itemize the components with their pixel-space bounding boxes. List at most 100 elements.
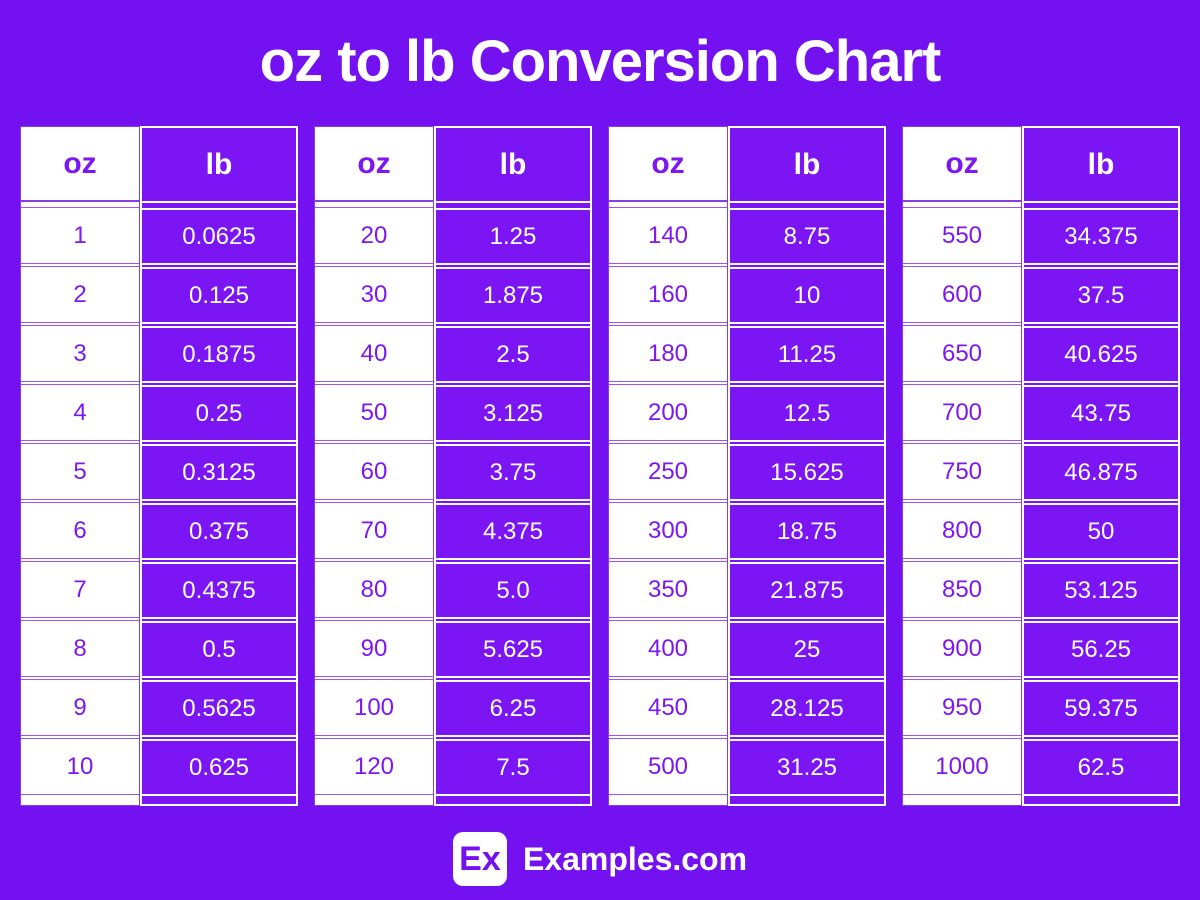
oz-value-cell: 350 (609, 561, 727, 618)
lb-value-cell: 7.5 (436, 739, 590, 796)
oz-value-cell: 90 (315, 620, 433, 677)
lb-value-cell: 5.0 (436, 562, 590, 619)
oz-value-cell: 3 (21, 325, 139, 382)
oz-value-cell: 4 (21, 384, 139, 441)
lb-value-cell: 43.75 (1024, 385, 1178, 442)
lb-value-cell: 3.125 (436, 385, 590, 442)
lb-column: lb 0.0625 0.125 0.1875 0.25 0.3125 0.375 0.437… (140, 126, 298, 806)
oz-value-cell: 700 (903, 384, 1021, 441)
lb-value-cell: 1.875 (436, 267, 590, 324)
oz-header: oz (21, 127, 139, 202)
lb-value-cell: 0.0625 (142, 208, 296, 265)
oz-value-cell: 5 (21, 443, 139, 500)
oz-value-cell: 180 (609, 325, 727, 382)
lb-value-cell: 4.375 (436, 503, 590, 560)
oz-value-cell: 900 (903, 620, 1021, 677)
lb-value-cell: 6.25 (436, 680, 590, 737)
oz-value-cell: 450 (609, 679, 727, 736)
oz-value-cell: 600 (903, 266, 1021, 323)
oz-value-cell: 950 (903, 679, 1021, 736)
oz-value-cell: 120 (315, 738, 433, 795)
lb-value-cell: 40.625 (1024, 326, 1178, 383)
oz-value-cell: 30 (315, 266, 433, 323)
footer: Ex Examples.com (0, 832, 1200, 886)
lb-value-cell: 11.25 (730, 326, 884, 383)
lb-value-cell: 62.5 (1024, 739, 1178, 796)
lb-value-cell: 12.5 (730, 385, 884, 442)
oz-value-cell: 100 (315, 679, 433, 736)
lb-value-cell: 37.5 (1024, 267, 1178, 324)
oz-header: oz (315, 127, 433, 202)
lb-header: lb (1024, 128, 1178, 203)
lb-value-cell: 0.625 (142, 739, 296, 796)
oz-value-cell: 200 (609, 384, 727, 441)
lb-value-cell: 1.25 (436, 208, 590, 265)
oz-value-cell: 7 (21, 561, 139, 618)
oz-value-cell: 80 (315, 561, 433, 618)
lb-value-cell: 53.125 (1024, 562, 1178, 619)
oz-value-cell: 160 (609, 266, 727, 323)
lb-value-cell: 0.375 (142, 503, 296, 560)
lb-value-cell: 59.375 (1024, 680, 1178, 737)
lb-value-cell: 3.75 (436, 444, 590, 501)
oz-value-cell: 20 (315, 207, 433, 264)
oz-value-cell: 800 (903, 502, 1021, 559)
oz-value-cell: 750 (903, 443, 1021, 500)
oz-value-cell: 2 (21, 266, 139, 323)
oz-column: oz 550 600 650 700 750 800 850 900 950 1000 (902, 126, 1022, 806)
oz-value-cell: 40 (315, 325, 433, 382)
lb-column: lb 1.25 1.875 2.5 3.125 3.75 4.375 5.0 5.625 6.2… (434, 126, 592, 806)
oz-value-cell: 50 (315, 384, 433, 441)
oz-value-cell: 1 (21, 207, 139, 264)
oz-value-cell: 250 (609, 443, 727, 500)
lb-value-cell: 0.25 (142, 385, 296, 442)
site-name: Examples.com (522, 840, 748, 877)
oz-value-cell: 70 (315, 502, 433, 559)
lb-header: lb (730, 128, 884, 203)
oz-header: oz (609, 127, 727, 202)
oz-value-cell: 10 (21, 738, 139, 795)
lb-value-cell: 15.625 (730, 444, 884, 501)
oz-value-cell: 60 (315, 443, 433, 500)
conversion-table: oz 550 600 650 700 750 800 850 900 950 1000 lb 34… (902, 126, 1180, 806)
lb-column: lb 8.75 10 11.25 12.5 15.625 18.75 21.875 25 28.… (728, 126, 886, 806)
oz-value-cell: 140 (609, 207, 727, 264)
lb-value-cell: 56.25 (1024, 621, 1178, 678)
page-title: oz to lb Conversion Chart (259, 29, 942, 94)
oz-value-cell: 850 (903, 561, 1021, 618)
lb-value-cell: 21.875 (730, 562, 884, 619)
lb-value-cell: 0.4375 (142, 562, 296, 619)
oz-column: oz 20 30 40 50 60 70 80 90 100 120 (314, 126, 434, 806)
lb-value-cell: 50 (1024, 503, 1178, 560)
oz-value-cell: 550 (903, 207, 1021, 264)
oz-value-cell: 9 (21, 679, 139, 736)
oz-value-cell: 8 (21, 620, 139, 677)
lb-value-cell: 31.25 (730, 739, 884, 796)
lb-header: lb (436, 128, 590, 203)
oz-value-cell: 1000 (903, 738, 1021, 795)
lb-value-cell: 34.375 (1024, 208, 1178, 265)
conversion-table: oz 140 160 180 200 250 300 350 400 450 500 lb 8.7… (608, 126, 886, 806)
lb-value-cell: 5.625 (436, 621, 590, 678)
examples-logo-icon: Ex (452, 832, 507, 886)
lb-value-cell: 0.1875 (142, 326, 296, 383)
lb-value-cell: 0.3125 (142, 444, 296, 501)
lb-value-cell: 0.125 (142, 267, 296, 324)
oz-value-cell: 6 (21, 502, 139, 559)
oz-value-cell: 300 (609, 502, 727, 559)
lb-value-cell: 28.125 (730, 680, 884, 737)
lb-column: lb 34.375 37.5 40.625 43.75 46.875 50 53.125 56… (1022, 126, 1180, 806)
lb-value-cell: 8.75 (730, 208, 884, 265)
lb-value-cell: 0.5625 (142, 680, 296, 737)
oz-header: oz (903, 127, 1021, 202)
lb-value-cell: 10 (730, 267, 884, 324)
oz-column: oz 140 160 180 200 250 300 350 400 450 500 (608, 126, 728, 806)
oz-column: oz 1 2 3 4 5 6 7 8 9 10 (20, 126, 140, 806)
oz-value-cell: 500 (609, 738, 727, 795)
oz-value-cell: 650 (903, 325, 1021, 382)
lb-header: lb (142, 128, 296, 203)
lb-value-cell: 2.5 (436, 326, 590, 383)
lb-value-cell: 46.875 (1024, 444, 1178, 501)
conversion-table: oz 1 2 3 4 5 6 7 8 9 10 lb 0.0625 0.125 0.1875 0.25 0… (20, 126, 298, 806)
lb-value-cell: 18.75 (730, 503, 884, 560)
